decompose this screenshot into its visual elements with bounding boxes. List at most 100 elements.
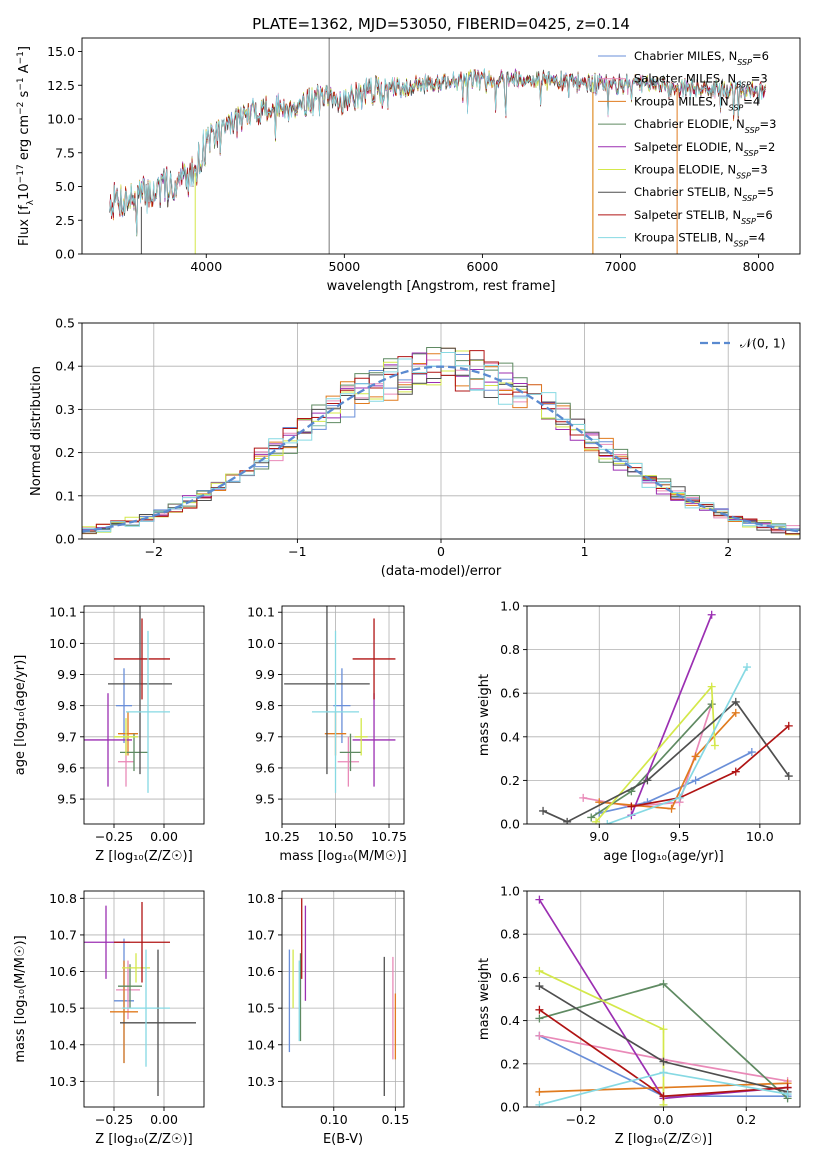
weight_vs_Z-series-7-marker-1 — [659, 1092, 668, 1101]
weight_vs_age-series-0-marker-3 — [747, 748, 756, 757]
age_vs_Z-panel: −0.25 0.00 9.5 9.6 9.7 9.8 9.9 10.0 10.1 Z [log₁₀… — [13, 605, 204, 864]
mass_vs_Z-ytick-label-5: 10.8 — [49, 891, 77, 906]
weight_vs_Z-series-8 — [535, 1068, 792, 1107]
weight_vs_Z-series-2-marker-0 — [535, 1087, 544, 1096]
weight_vs_Z-series-8-marker-0 — [535, 1100, 544, 1107]
weight_vs_age-series-6-marker-3 — [731, 697, 740, 706]
weight_vs_age-series-0-marker-2 — [691, 776, 700, 785]
weight_vs_Z-series-5-marker-2 — [659, 1100, 668, 1107]
mass_vs_Z-point-3 — [118, 964, 142, 1009]
age_vs_mass-xtick-label-0: 10.25 — [264, 829, 300, 844]
spectrum-legend-label-1: Salpeter MILES, NSSP=3 — [634, 72, 768, 90]
spectrum-ytick-label-2: 5.0 — [55, 179, 75, 194]
mass_vs_EBV-ytick-label-5: 10.8 — [247, 891, 275, 906]
weight_vs_Z-xtick-label-0: −0.2 — [566, 1112, 596, 1127]
weight_vs_Z-frame — [526, 890, 801, 1108]
spectrum-legend-label-6: Chabrier STELIB, NSSP=5 — [634, 185, 774, 203]
mass_vs_EBV-ytick-label-1: 10.4 — [247, 1037, 275, 1052]
weight_vs_Z-ytick-label-5: 1.0 — [500, 884, 520, 899]
age_vs_mass-ytick-label-0: 9.5 — [255, 792, 275, 807]
residuals-xtick-label-0: −2 — [145, 544, 163, 559]
spectrum-xlabel: wavelength [Angstrom, rest frame] — [327, 279, 556, 294]
weight_vs_age-series-5-marker-2 — [710, 741, 719, 750]
spectrum-ytick-label-5: 12.5 — [47, 78, 75, 93]
weight_vs_age-series-6-marker-1 — [563, 817, 572, 824]
weight_vs_age-series-2-marker-3 — [731, 708, 740, 717]
weight_vs_age-xlabel: age [log₁₀(age/yr)] — [603, 849, 724, 864]
spectrum-ytick-label-6: 15.0 — [47, 44, 75, 59]
age_vs_mass-frame — [281, 605, 405, 825]
spectrum-ytick-label-0: 0.0 — [55, 247, 75, 262]
weight_vs_Z-xlabel: Z [log₁₀(Z/Z☉)] — [615, 1132, 712, 1147]
mass_vs_Z-ytick-label-2: 10.5 — [49, 1001, 77, 1016]
weight_vs_age-series-3 — [587, 700, 716, 822]
weight_vs_age-ylabel: mass weight — [477, 674, 492, 756]
age_vs_Z-ytick-label-2: 9.7 — [57, 729, 77, 744]
spectrum-legend-label-0: Chabrier MILES, NSSP=6 — [634, 49, 769, 67]
weight_vs_age-xtick-label-2: 10.0 — [746, 829, 774, 844]
residuals-ytick-label-4: 0.4 — [55, 359, 75, 374]
spectrum-ytick-label-3: 7.5 — [55, 145, 75, 160]
mass_vs_Z-xlabel: Z [log₁₀(Z/Z☉)] — [95, 1132, 192, 1147]
mass_vs_Z-ytick-label-0: 10.3 — [49, 1074, 77, 1089]
spectrum-legend-label-5: Kroupa ELODIE, NSSP=3 — [634, 163, 768, 181]
age_vs_Z-ytick-label-5: 10.0 — [49, 636, 77, 651]
age_vs_Z-xlabel: Z [log₁₀(Z/Z☉)] — [95, 849, 192, 864]
weight_vs_age-series-5-marker-1 — [707, 682, 716, 691]
spectrum-legend-label-7: Salpeter STELIB, NSSP=6 — [634, 208, 773, 226]
weight_vs_age-series-1-marker-0 — [579, 793, 588, 802]
weight_vs_age-series-8-marker-2 — [743, 663, 752, 672]
age_vs_Z-point-8 — [126, 630, 170, 793]
mass_vs_Z-ytick-label-1: 10.4 — [49, 1037, 77, 1052]
mass_vs_EBV-ytick-label-2: 10.5 — [247, 1001, 275, 1016]
residuals-ytick-label-0: 0.0 — [55, 532, 75, 547]
mass_vs_EBV-panel: 0.10 0.15 10.3 10.4 10.5 10.6 10.7 10.8 E(B-V) — [247, 891, 409, 1147]
mass_vs_Z-xtick-label-1: 0.00 — [150, 1112, 178, 1127]
age_vs_mass-ytick-label-3: 9.8 — [255, 698, 275, 713]
age_vs_mass-ytick-label-2: 9.7 — [255, 729, 275, 744]
weight_vs_Z-panel: −0.2 0.0 0.2 0.0 0.2 0.4 0.6 0.8 1.0 Z [log₁₀(Z/Z… — [477, 884, 800, 1147]
residuals-xtick-label-3: 1 — [581, 544, 589, 559]
age_vs_Z-xtick-label-0: −0.25 — [95, 829, 133, 844]
mass_vs_Z-panel: −0.25 0.00 10.3 10.4 10.5 10.6 10.7 10.8 Z [log₁… — [13, 891, 204, 1147]
age_vs_Z-point-0 — [116, 668, 132, 744]
weight_vs_age-series-5 — [592, 682, 719, 824]
weight_vs_age-series-2-marker-2 — [691, 752, 700, 761]
age_vs_Z-point-7 — [114, 618, 170, 700]
weight_vs_Z-ytick-label-1: 0.2 — [500, 1056, 520, 1071]
weight_vs_Z-series-6-marker-0 — [535, 982, 544, 991]
weight_vs_age-series-6-marker-2 — [643, 776, 652, 785]
weight_vs_age-series-8-marker-0 — [603, 820, 612, 824]
age_vs_mass-xtick-label-2: 10.75 — [371, 829, 407, 844]
weight_vs_age-ytick-label-4: 0.8 — [500, 642, 520, 657]
weight_vs_Z-series-7 — [535, 1005, 792, 1101]
age_vs_mass-plot-area — [284, 606, 396, 793]
residuals-ytick-label-1: 0.1 — [55, 488, 75, 503]
weight_vs_age-series-3-marker-0 — [587, 813, 596, 822]
spectrum-legend-label-3: Chabrier ELODIE, NSSP=3 — [634, 117, 776, 135]
weight_vs_age-ytick-label-5: 1.0 — [500, 599, 520, 614]
mass_vs_Z-point-6 — [120, 949, 196, 1097]
weight_vs_Z-ytick-label-0: 0.0 — [500, 1100, 520, 1115]
age_vs_Z-ytick-label-6: 10.1 — [49, 605, 77, 620]
age_vs_Z-point-5 — [114, 718, 138, 756]
weight_vs_age-ytick-label-2: 0.4 — [500, 729, 520, 744]
age_vs_mass-point-7 — [352, 618, 396, 700]
residuals-plot-area — [82, 346, 800, 536]
age_vs_mass-ytick-label-6: 10.1 — [247, 605, 275, 620]
mass_vs_Z-ytick-label-4: 10.7 — [49, 927, 77, 942]
weight_vs_age-series-8-marker-1 — [675, 793, 684, 802]
residuals-xtick-label-4: 2 — [724, 544, 732, 559]
residuals-xtick-label-1: −1 — [288, 544, 306, 559]
age_vs_Z-ylabel: age [log₁₀(age/yr)] — [13, 655, 28, 776]
weight_vs_age-series-6-marker-4 — [784, 772, 793, 781]
mass_vs_EBV-ytick-label-0: 10.3 — [247, 1074, 275, 1089]
weight_vs_age-series-6 — [539, 697, 793, 824]
age_vs_mass-panel: 10.25 10.50 10.75 9.5 9.6 9.7 9.8 9.9 10.0 10.1 ma… — [247, 605, 407, 864]
weight_vs_age-xtick-label-1: 9.5 — [670, 829, 690, 844]
mass_vs_EBV-xtick-label-1: 0.15 — [381, 1112, 409, 1127]
residuals-ylabel: Normed distribution — [29, 366, 44, 496]
spectrum-plot-area — [109, 38, 766, 254]
mass_vs_EBV-frame — [281, 890, 405, 1108]
residuals-ytick-label-2: 0.2 — [55, 445, 75, 460]
